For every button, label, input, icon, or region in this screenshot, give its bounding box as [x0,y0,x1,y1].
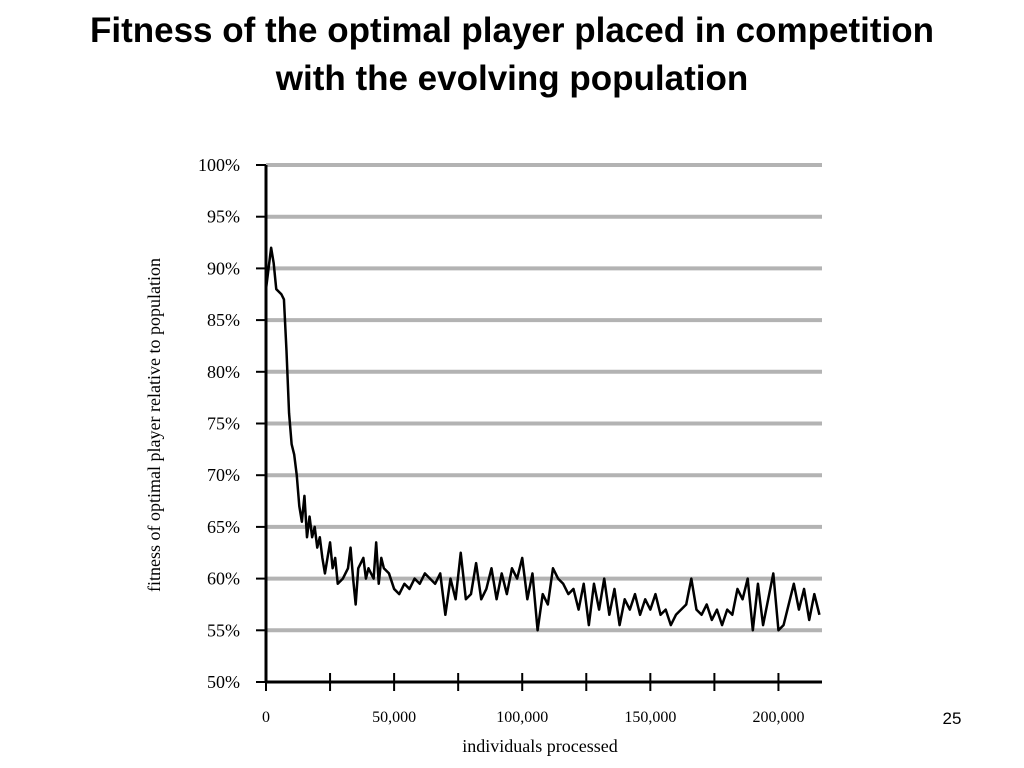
y-tick-label: 85% [207,310,240,330]
x-tick-label: 100,000 [496,709,548,726]
y-tick-label: 100% [198,155,240,175]
y-tick-label: 50% [207,672,240,692]
y-tick-label: 65% [207,517,240,537]
slide-title: Fitness of the optimal player placed in … [90,11,934,50]
y-axis-label: fitness of optimal player relative to po… [144,258,164,592]
y-tick-label: 75% [207,414,240,434]
y-tick-label: 60% [207,569,240,589]
page-number: 25 [943,709,962,728]
x-tick-label: 200,000 [752,709,804,726]
data-line [264,246,821,632]
x-axis-label: individuals processed [462,736,617,756]
y-tick-label: 55% [207,620,240,640]
plot: 50% 55% 60% 65% 70% 75% 80% 85% 90% 95% 100% 0 50,00… [198,155,822,726]
slide-title: with the evolving population [275,59,748,98]
y-tick-label: 90% [207,258,240,278]
y-tick-label: 95% [207,207,240,227]
x-tick-label: 50,000 [372,709,416,726]
y-tick-label: 80% [207,362,240,382]
y-tick-label: 70% [207,465,240,485]
x-tick-label: 0 [262,709,270,726]
x-tick-label: 150,000 [624,709,676,726]
